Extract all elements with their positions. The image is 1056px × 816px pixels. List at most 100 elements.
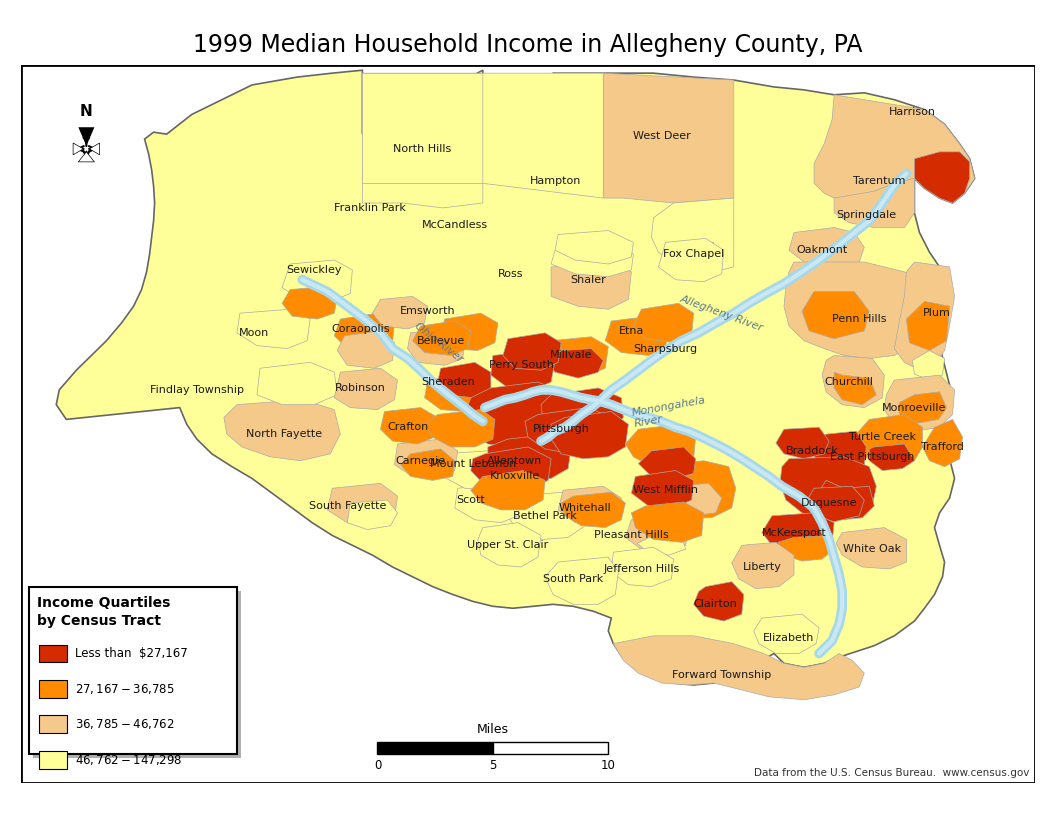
Polygon shape xyxy=(625,424,696,467)
Polygon shape xyxy=(661,483,721,516)
Polygon shape xyxy=(282,260,353,301)
Text: Turtle Creek: Turtle Creek xyxy=(849,432,916,442)
Text: Plum: Plum xyxy=(923,308,950,318)
Text: East Pittsburgh: East Pittsburgh xyxy=(830,452,914,462)
Polygon shape xyxy=(923,419,963,467)
Text: Forward Township: Forward Township xyxy=(672,670,771,681)
Text: Elizabeth: Elizabeth xyxy=(763,632,814,643)
Polygon shape xyxy=(638,535,685,555)
Polygon shape xyxy=(802,291,869,339)
Polygon shape xyxy=(442,451,511,490)
Polygon shape xyxy=(491,351,555,390)
Polygon shape xyxy=(440,313,497,351)
Polygon shape xyxy=(816,481,874,520)
Polygon shape xyxy=(639,447,696,478)
Polygon shape xyxy=(812,431,866,473)
Polygon shape xyxy=(551,411,628,459)
Polygon shape xyxy=(912,351,944,380)
Text: Sewickley: Sewickley xyxy=(286,265,342,275)
Text: Trafford: Trafford xyxy=(921,442,964,452)
Polygon shape xyxy=(694,582,743,621)
Text: Findlay Township: Findlay Township xyxy=(150,385,244,395)
Polygon shape xyxy=(373,296,428,329)
Text: Carnegie: Carnegie xyxy=(396,455,446,466)
Polygon shape xyxy=(541,388,623,437)
Text: Braddock: Braddock xyxy=(786,446,838,456)
Text: Bellevue: Bellevue xyxy=(416,335,465,346)
Polygon shape xyxy=(780,457,876,518)
Polygon shape xyxy=(822,356,884,408)
Text: Bethel Park: Bethel Park xyxy=(513,511,577,521)
Text: Less than  $27,167: Less than $27,167 xyxy=(75,647,188,660)
Polygon shape xyxy=(477,523,541,567)
Text: Robinson: Robinson xyxy=(335,383,385,393)
Polygon shape xyxy=(806,486,864,521)
Text: Clairton: Clairton xyxy=(694,599,737,610)
Text: Pleasant Hills: Pleasant Hills xyxy=(595,530,668,540)
Text: Moon: Moon xyxy=(239,328,269,338)
Text: West Deer: West Deer xyxy=(633,131,691,141)
Polygon shape xyxy=(906,301,949,351)
Polygon shape xyxy=(548,348,603,378)
Text: $36,785 -  $46,762: $36,785 - $46,762 xyxy=(75,717,175,731)
Polygon shape xyxy=(471,447,551,490)
Polygon shape xyxy=(408,329,465,366)
Polygon shape xyxy=(335,368,397,410)
Polygon shape xyxy=(659,238,723,282)
Text: Upper St. Clair: Upper St. Clair xyxy=(468,540,548,550)
Bar xyxy=(493,742,608,754)
Text: Allentown: Allentown xyxy=(487,455,543,466)
Text: Allegheny River: Allegheny River xyxy=(679,294,765,333)
Text: Hampton: Hampton xyxy=(529,176,581,186)
Polygon shape xyxy=(551,244,634,277)
Polygon shape xyxy=(380,408,437,444)
Polygon shape xyxy=(869,444,914,471)
Polygon shape xyxy=(625,516,689,552)
Polygon shape xyxy=(347,500,397,530)
Polygon shape xyxy=(611,548,674,587)
Bar xyxy=(39,751,68,769)
Text: Knoxville: Knoxville xyxy=(490,472,540,481)
Text: Sheraden: Sheraden xyxy=(421,377,474,387)
Text: McCandless: McCandless xyxy=(421,220,488,229)
Polygon shape xyxy=(814,95,975,203)
Text: Pittsburgh: Pittsburgh xyxy=(532,424,589,434)
Polygon shape xyxy=(754,614,819,654)
Polygon shape xyxy=(561,492,625,528)
Polygon shape xyxy=(652,198,734,272)
Polygon shape xyxy=(508,492,585,539)
Text: Harrison: Harrison xyxy=(889,108,936,118)
Polygon shape xyxy=(551,262,631,309)
Text: Coraopolis: Coraopolis xyxy=(332,324,390,334)
Text: Etna: Etna xyxy=(619,326,644,336)
Text: North Fayette: North Fayette xyxy=(246,429,322,439)
Polygon shape xyxy=(836,528,906,569)
Text: Data from the U.S. Census Bureau.  www.census.gov: Data from the U.S. Census Bureau. www.ce… xyxy=(754,769,1030,778)
Polygon shape xyxy=(631,502,703,543)
Text: Shaler: Shaler xyxy=(570,275,606,285)
Polygon shape xyxy=(834,372,876,405)
Polygon shape xyxy=(337,330,395,368)
Polygon shape xyxy=(900,392,946,424)
Polygon shape xyxy=(237,309,310,348)
Text: Emsworth: Emsworth xyxy=(400,306,455,316)
Polygon shape xyxy=(327,483,397,526)
Polygon shape xyxy=(674,242,714,270)
Polygon shape xyxy=(559,486,621,526)
Text: South Fayette: South Fayette xyxy=(308,501,386,511)
Polygon shape xyxy=(488,434,571,481)
Polygon shape xyxy=(425,410,495,447)
Polygon shape xyxy=(400,449,455,481)
Text: Duquesne: Duquesne xyxy=(800,498,857,508)
Polygon shape xyxy=(884,375,955,431)
Text: Perry South: Perry South xyxy=(489,361,553,370)
Text: $27,167 -  $36,785: $27,167 - $36,785 xyxy=(75,682,175,696)
Text: Mount Lebanon: Mount Lebanon xyxy=(430,459,516,468)
Polygon shape xyxy=(90,143,99,155)
Polygon shape xyxy=(634,304,694,343)
Bar xyxy=(39,680,68,698)
Polygon shape xyxy=(78,152,94,162)
Polygon shape xyxy=(437,362,491,397)
Polygon shape xyxy=(503,333,561,370)
Text: North Hills: North Hills xyxy=(394,144,452,154)
